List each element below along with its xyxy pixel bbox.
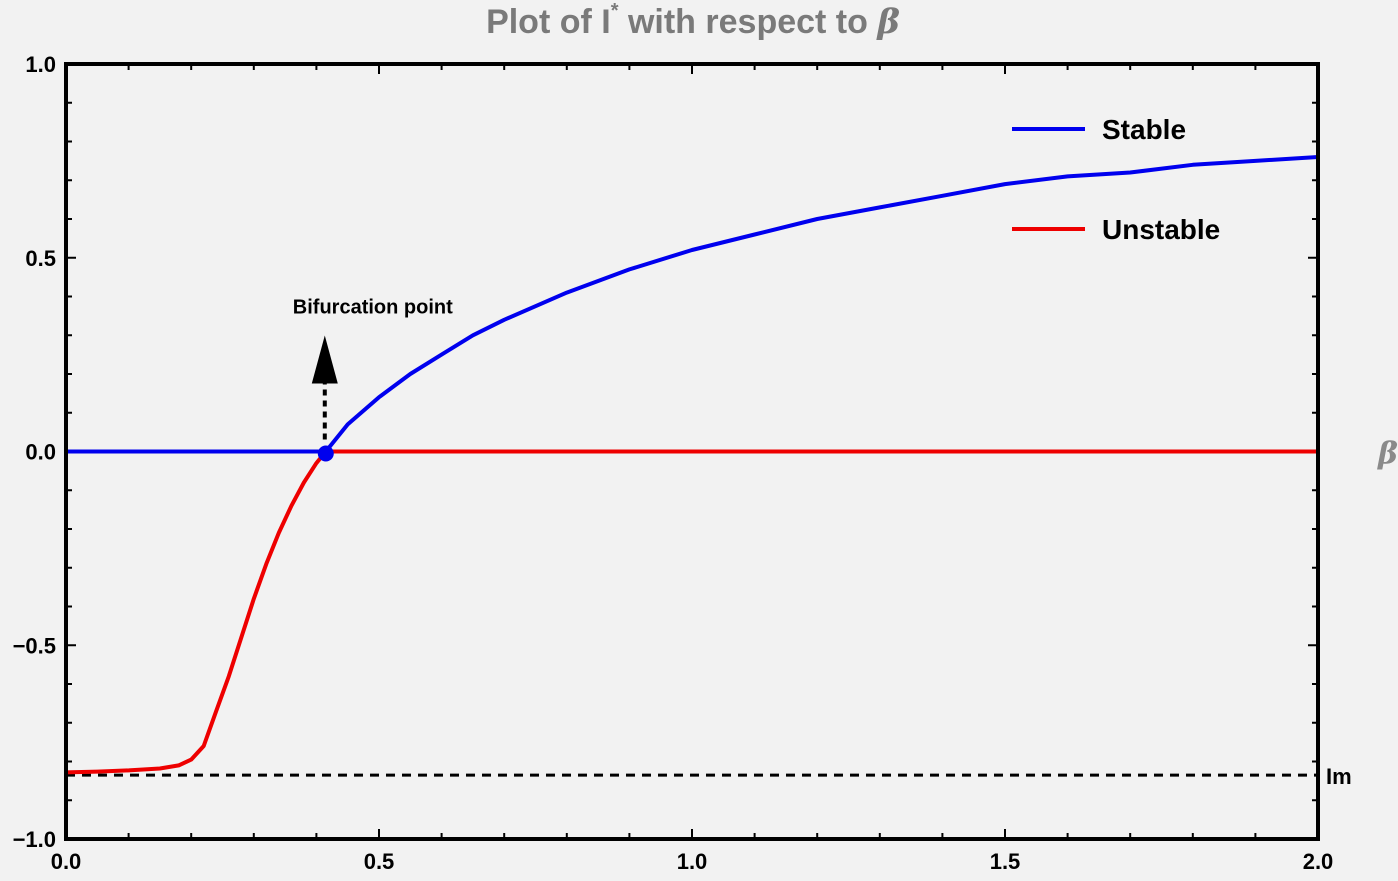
plot-frame: [64, 62, 1320, 841]
y-tick-label: −0.5: [13, 633, 56, 658]
x-tick-label: 2.0: [1303, 849, 1334, 874]
x-tick-label: 1.5: [990, 849, 1021, 874]
x-tick-label: 1.0: [677, 849, 708, 874]
reference-line-label: Im: [1326, 764, 1352, 789]
series-line-stable: [324, 155, 1319, 453]
chart-title: Plot of I* with respect to β: [486, 0, 900, 42]
x-tick-label: 0.5: [364, 849, 395, 874]
x-tick-label: 0.0: [51, 849, 82, 874]
y-tick-label: 1.0: [25, 52, 56, 77]
bifurcation-point-marker: [317, 445, 334, 462]
annotation-label: Bifurcation point: [293, 297, 453, 319]
legend-label-unstable: Unstable: [1102, 214, 1220, 245]
legend-label-stable: Stable: [1102, 114, 1186, 145]
x-axis-label: β: [1377, 437, 1398, 472]
y-tick-label: −1.0: [13, 827, 56, 852]
annotation-arrow-head: [311, 335, 338, 384]
y-tick-label: 0.0: [25, 440, 56, 465]
series-line-unstable: [65, 450, 328, 775]
y-tick-label: 0.5: [25, 246, 56, 271]
